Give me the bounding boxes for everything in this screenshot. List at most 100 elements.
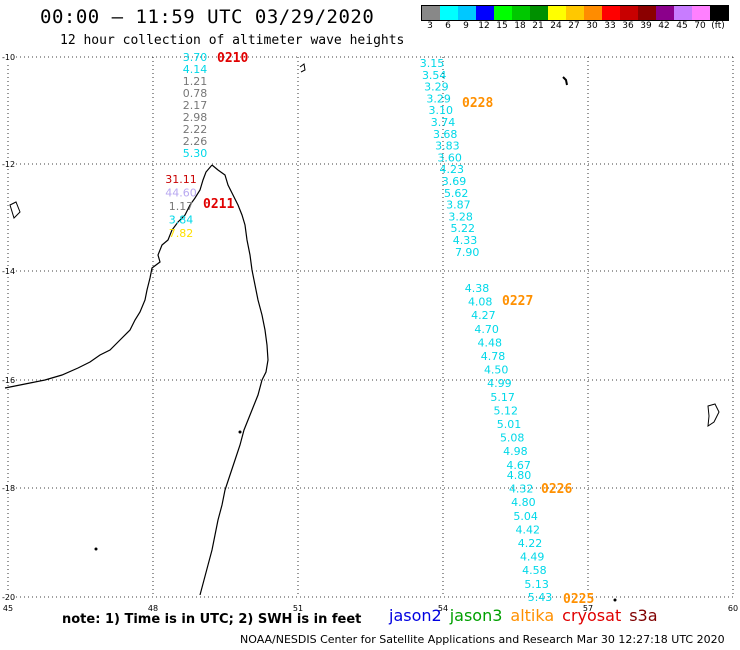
islet (94, 547, 98, 551)
wave-height-value: 44.60 (165, 187, 197, 200)
wave-height-value: 4.23 (440, 163, 465, 176)
legend-swatch (710, 6, 728, 20)
wave-height-value: 4.08 (468, 296, 493, 309)
wave-height-value: 4.98 (503, 445, 528, 458)
wave-height-value: 2.98 (183, 111, 208, 124)
track-time-label: 0210 (217, 51, 248, 66)
wave-height-value: 3.70 (183, 51, 208, 64)
wave-height-value: 5.01 (497, 418, 522, 431)
island-east (707, 403, 720, 428)
island-north (299, 63, 306, 73)
legend-swatch (620, 6, 638, 20)
track-time-label: 0228 (462, 96, 493, 111)
lon-tick-label: 48 (148, 604, 158, 613)
legend-swatch (530, 6, 548, 20)
legend-swatch (494, 6, 512, 20)
legend-swatch (566, 6, 584, 20)
legend-label: 6 (445, 21, 451, 31)
wave-height-value: 31.11 (165, 173, 197, 186)
wave-height-value: 0.78 (183, 87, 208, 100)
satellite-legend: jason2 jason3 altika cryosat s3a (389, 606, 666, 625)
wave-height-value: 3.87 (446, 199, 471, 212)
legend-label: 9 (463, 21, 469, 31)
wave-height-value: 5.62 (444, 187, 469, 200)
wave-height-value: 4.70 (474, 323, 499, 336)
axis-labels: 45 48 51 54 57 60 -10 -12 -14 -16 -18 -20 (1, 52, 738, 613)
map-subtitle: 12 hour collection of altimeter wave hei… (60, 33, 405, 48)
lat-label-bg (1, 266, 15, 276)
legend-label: 21 (532, 21, 544, 31)
footer-note: note: 1) Time is in UTC; 2) SWH is in fe… (62, 612, 362, 627)
wave-height-value: 4.14 (183, 63, 208, 76)
wave-height-value: 5.08 (500, 432, 525, 445)
wave-height-value: 3.54 (422, 69, 447, 82)
legend-label: 39 (640, 21, 652, 31)
legend-swatch (674, 6, 692, 20)
satellite-s3a: s3a (629, 606, 658, 625)
islet (238, 430, 242, 434)
lat-tick-label: -16 (2, 376, 15, 385)
lat-label-bg (1, 592, 15, 602)
wave-height-value: 5.04 (513, 510, 538, 523)
wave-height-value: 4.42 (516, 523, 541, 536)
legend-swatch (422, 6, 440, 20)
legend-swatch (692, 6, 710, 20)
wave-height-value: 3.84 (169, 214, 194, 227)
island-northeast (562, 76, 568, 86)
wave-height-value: 5.12 (494, 404, 519, 417)
wave-height-value: 3.29 (424, 81, 449, 94)
wave-height-value: 4.99 (487, 377, 512, 390)
legend-swatch (548, 6, 566, 20)
track-time-label: 0227 (502, 294, 533, 309)
legend-label: 45 (676, 21, 688, 31)
legend-label: 33 (604, 21, 616, 31)
wave-height-value: 3.29 (426, 92, 451, 105)
wave-height-value: 3.83 (435, 140, 460, 153)
wave-height-value: 4.33 (453, 234, 478, 247)
lat-label-bg (1, 483, 15, 493)
legend-swatch (476, 6, 494, 20)
legend-label: (ft) (711, 21, 725, 31)
wave-height-value: 4.80 (511, 496, 536, 509)
credit-line: NOAA/NESDIS Center for Satellite Applica… (240, 633, 725, 646)
track-time-label: 0225 (563, 592, 594, 607)
legend-label: 12 (478, 21, 490, 31)
wave-height-value: 3.68 (433, 128, 458, 141)
legend-label: 3 (427, 21, 433, 31)
lon-tick-label: 54 (438, 604, 448, 613)
coastline (4, 63, 720, 602)
legend-swatch (440, 6, 458, 20)
color-legend (421, 5, 729, 21)
lat-label-bg (1, 159, 15, 169)
wave-height-value: 4.80 (507, 469, 532, 482)
wave-height-value: 4.49 (520, 551, 545, 564)
wave-height-value: 4.27 (471, 309, 496, 322)
wave-height-value: 5.22 (451, 222, 476, 235)
map-title: 00:00 – 11:59 UTC 03/29/2020 (40, 6, 375, 28)
wave-height-value: 3.60 (437, 151, 462, 164)
wave-height-value: 4.48 (478, 336, 503, 349)
satellite-jason2: jason2 (389, 606, 442, 625)
legend-swatch (512, 6, 530, 20)
wave-height-value: 4.32 (509, 483, 534, 496)
legend-swatch (602, 6, 620, 20)
wave-height-value: 5.43 (528, 591, 553, 604)
wave-height-value: 1.21 (183, 75, 208, 88)
lat-label-bg (1, 52, 15, 62)
lon-tick-label: 60 (728, 604, 738, 613)
wave-height-value: 1.17 (169, 200, 194, 213)
track-time-label: 0211 (203, 197, 234, 212)
lon-tick-label: 45 (3, 604, 13, 613)
wave-height-value: 3.28 (448, 210, 473, 223)
legend-label: 24 (550, 21, 562, 31)
satellite-jason3: jason3 (449, 606, 503, 625)
legend-swatch (656, 6, 674, 20)
altimeter-tracks: 3.704.141.210.782.172.982.222.265.30 0210… (165, 51, 594, 607)
wave-height-value: 7.82 (169, 227, 194, 240)
lat-lon-grid (7, 56, 734, 598)
wave-height-value: 4.38 (465, 282, 490, 295)
lon-tick-label: 51 (293, 604, 303, 613)
legend-label: 42 (658, 21, 670, 31)
wave-height-value: 2.17 (183, 99, 208, 112)
